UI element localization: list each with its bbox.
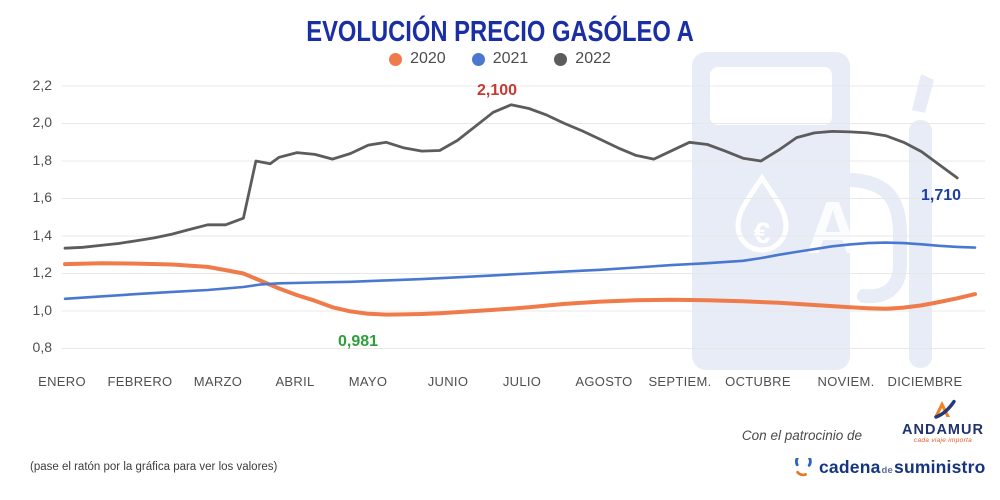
pump-hose-shape: [844, 173, 907, 304]
annotation-2022-max: 2,100: [476, 82, 518, 99]
x-tick-abril: ABRIL: [275, 374, 315, 389]
pump-screen-shape: [710, 67, 832, 125]
y-tick-2-0: 2,0: [32, 114, 52, 130]
fuel-droplet-icon: [735, 173, 789, 253]
cadena-de-suministro-logo[interactable]: cadenadesuministro: [793, 457, 985, 478]
x-tick-junio: JUNIO: [427, 374, 469, 389]
gridlines: [62, 85, 985, 349]
andamur-logo[interactable]: ANDAMUR cada viaje importa: [897, 399, 989, 444]
legend-dot-2020-icon: [389, 52, 403, 66]
legend-label-2021: 2021: [492, 50, 529, 67]
andamur-wordmark: ANDAMUR: [902, 422, 984, 438]
x-tick-marzo: MARZO: [193, 374, 243, 389]
watermark-euro-glyph: €: [754, 217, 771, 250]
x-tick-julio: JULIO: [502, 374, 542, 389]
cadena-word-2: de: [881, 465, 894, 476]
chart-legend: 2020 2021 2022: [0, 50, 1000, 68]
x-tick-agosto: AGOSTO: [575, 374, 633, 389]
series-line-2022[interactable]: [63, 103, 959, 250]
series-line-2020[interactable]: [63, 261, 977, 317]
legend-dot-2022-icon: [554, 52, 568, 66]
cadena-swirl-icon: [795, 457, 812, 476]
legend-label-2022: 2022: [575, 50, 611, 67]
hover-instruction-note: (pase el ratón por la gráfica para ver l…: [30, 461, 278, 473]
page-title: EVOLUCIÓN PRECIO GASÓLEO A: [306, 16, 694, 48]
cadena-word-3: suministro: [894, 457, 986, 477]
cadena-wordmark: cadenadesuministro: [819, 457, 985, 478]
pump-body-shape: [692, 52, 850, 370]
annotation-2020-min: 0,981: [337, 333, 379, 350]
legend-item-2021[interactable]: 2021: [471, 50, 529, 68]
andamur-tagline: cada viaje importa: [913, 437, 973, 444]
x-tick-octubre: OCTUBRE: [725, 374, 791, 389]
y-tick-1-4: 1,4: [32, 227, 52, 243]
x-tick-mayo: MAYO: [348, 374, 388, 389]
watermark-letter-a: A: [806, 186, 859, 269]
x-tick-noviembre: NOVIEM.: [817, 374, 875, 389]
cadena-word-1: cadena: [819, 457, 881, 477]
y-tick-1-2: 1,2: [32, 264, 52, 280]
x-tick-febrero: FEBRERO: [107, 374, 173, 389]
y-tick-1-0: 1,0: [32, 302, 52, 318]
y-tick-1-6: 1,6: [32, 189, 52, 205]
sponsor-prefix-text: Con el patrocinio de: [741, 428, 862, 443]
y-tick-0-8: 0,8: [32, 339, 52, 355]
y-tick-2-2: 2,2: [32, 77, 52, 93]
x-tick-septiembre: SEPTIEM.: [648, 374, 712, 389]
annotation-2022-last: 1,710: [920, 187, 962, 204]
legend-item-2022[interactable]: 2022: [554, 50, 611, 68]
legend-label-2020: 2020: [410, 50, 446, 67]
series-line-2021[interactable]: [63, 241, 977, 301]
x-tick-diciembre: DICIEMBRE: [887, 374, 963, 389]
x-tick-enero: ENERO: [38, 374, 86, 389]
andamur-a-mark-icon: [934, 399, 956, 419]
y-tick-1-8: 1,8: [32, 152, 52, 168]
legend-dot-2021-icon: [471, 52, 485, 66]
pump-nozzle-spout-shape: [912, 74, 934, 113]
legend-item-2020[interactable]: 2020: [389, 50, 446, 68]
